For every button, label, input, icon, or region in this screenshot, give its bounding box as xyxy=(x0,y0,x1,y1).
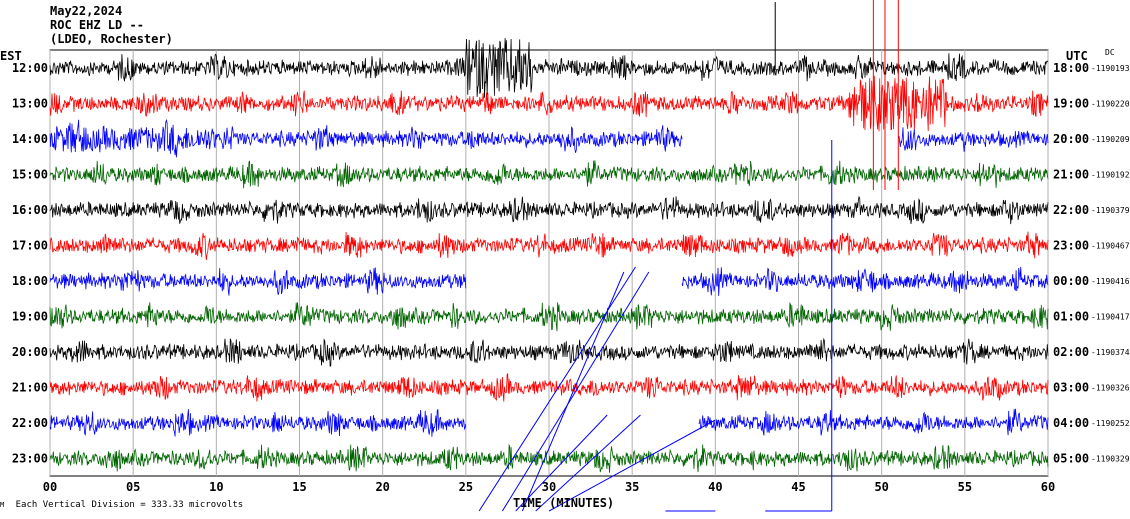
footer-scale: М Each Vertical Division = 333.33 microv… xyxy=(0,500,243,510)
header-station: ROC EHZ LD -- xyxy=(50,18,144,32)
right-row-label: 21:00 xyxy=(1053,168,1089,182)
right-timezone-label: UTC xyxy=(1066,49,1088,63)
connector-line xyxy=(521,271,625,512)
x-tick-label: 10 xyxy=(209,480,223,494)
connector-line xyxy=(515,414,608,512)
left-row-label: 12:00 xyxy=(12,61,48,75)
left-row-label: 16:00 xyxy=(12,203,48,217)
left-timezone-label: EST xyxy=(0,49,22,63)
right-row-label: 05:00 xyxy=(1053,452,1089,466)
left-row-label: 14:00 xyxy=(12,132,48,146)
connector-line xyxy=(478,266,636,512)
connector-line xyxy=(535,414,641,512)
x-tick-label: 35 xyxy=(625,480,639,494)
left-row-label: 20:00 xyxy=(12,345,48,359)
left-row-label: 22:00 xyxy=(12,416,48,430)
x-axis-label: TIME (MINUTES) xyxy=(513,496,615,510)
trace-row-9 xyxy=(49,337,1049,367)
x-tick-labels: 00 05 10 15 20 25 30 35 40 45 50 55 60 xyxy=(43,480,1055,494)
dc-offset-value: -1190209 xyxy=(1091,135,1130,144)
right-row-label: 23:00 xyxy=(1053,239,1089,253)
footer-scale-text: Each Vertical Division = 333.33 microvol… xyxy=(15,500,244,510)
right-row-label: 19:00 xyxy=(1053,97,1089,111)
x-tick-label: 15 xyxy=(292,480,306,494)
right-time-labels: 18:00 -1190193 19:00 -1190220 20:00 -1190209 2… xyxy=(1053,61,1130,466)
footer-mark: М xyxy=(0,501,5,509)
right-row-label: 04:00 xyxy=(1053,416,1089,430)
trace-row-10 xyxy=(49,372,1049,402)
left-row-label: 13:00 xyxy=(12,97,48,111)
left-time-labels: 12:00 13:00 14:00 15:00 16:00 17:00 18:00 19:00… xyxy=(12,61,48,466)
trace-row-12 xyxy=(49,443,1049,473)
connector-line xyxy=(502,271,650,512)
x-tick-label: 20 xyxy=(375,480,389,494)
dc-offset-value: -1190374 xyxy=(1091,348,1130,357)
dc-offset-value: -1190416 xyxy=(1091,277,1130,286)
trace-row-8 xyxy=(49,301,1049,332)
dc-offset-value: -1190252 xyxy=(1091,419,1130,428)
x-tick-label: 55 xyxy=(958,480,972,494)
right-row-label: 02:00 xyxy=(1053,345,1089,359)
trace-row-4 xyxy=(49,160,1049,189)
right-row-label: 03:00 xyxy=(1053,381,1089,395)
left-row-label: 19:00 xyxy=(12,310,48,324)
seismic-traces xyxy=(49,0,1049,473)
x-tick-label: 45 xyxy=(791,480,805,494)
x-tick-label: 25 xyxy=(459,480,473,494)
trace-row-1 xyxy=(49,38,1049,98)
right-row-label: 20:00 xyxy=(1053,132,1089,146)
dc-offset-value: -1190193 xyxy=(1091,64,1130,73)
x-tick-label: 50 xyxy=(874,480,888,494)
trace-row-2 xyxy=(49,75,1049,132)
right-row-label: 00:00 xyxy=(1053,274,1089,288)
dc-offset-value: -1190417 xyxy=(1091,313,1130,322)
connector-line xyxy=(548,419,716,512)
trace-row-6 xyxy=(49,231,1049,261)
dc-offset-value: -1190192 xyxy=(1091,171,1130,180)
left-row-label: 17:00 xyxy=(12,239,48,253)
dc-offset-value: -1190329 xyxy=(1091,455,1130,464)
left-row-label: 15:00 xyxy=(12,168,48,182)
x-tick-label: 05 xyxy=(126,480,140,494)
trace-row-7 xyxy=(49,266,1049,296)
right-row-label: 18:00 xyxy=(1053,61,1089,75)
header-network: (LDEO, Rochester) xyxy=(50,32,173,46)
x-tick-label: 00 xyxy=(43,480,57,494)
trace-row-11 xyxy=(49,408,1049,437)
dc-offset-value: -1190467 xyxy=(1091,242,1130,251)
dc-offset-value: -1190326 xyxy=(1091,384,1130,393)
minute-grid xyxy=(49,50,1049,476)
dc-label: DC xyxy=(1105,48,1115,57)
left-row-label: 21:00 xyxy=(12,381,48,395)
header-date: May22,2024 xyxy=(50,4,123,18)
x-tick-label: 40 xyxy=(708,480,722,494)
left-row-label: 23:00 xyxy=(12,452,48,466)
right-row-label: 22:00 xyxy=(1053,203,1089,217)
trace-row-3 xyxy=(49,118,1049,158)
x-tick-label: 60 xyxy=(1041,480,1055,494)
dc-offset-value: -1190379 xyxy=(1091,206,1130,215)
dc-offset-value: -1190220 xyxy=(1091,100,1130,109)
right-row-label: 01:00 xyxy=(1053,310,1089,324)
left-row-label: 18:00 xyxy=(12,274,48,288)
x-tick-label: 30 xyxy=(542,480,556,494)
gap-connector-lines xyxy=(478,140,833,512)
trace-row-5 xyxy=(49,195,1049,225)
